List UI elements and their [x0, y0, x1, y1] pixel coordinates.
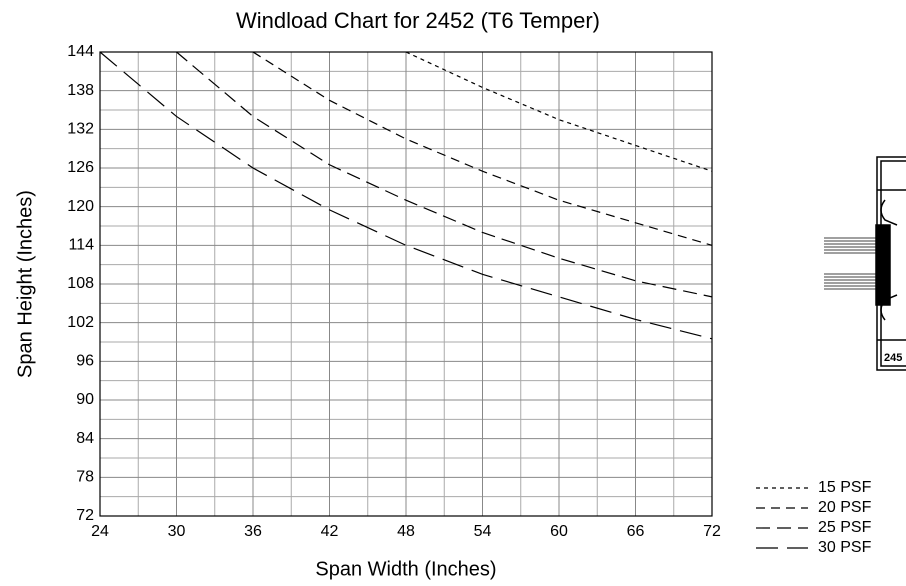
x-tick-label: 72 [703, 523, 721, 540]
y-axis-label: Span Height (Inches) [14, 190, 36, 378]
y-tick-label: 90 [76, 391, 94, 408]
x-tick-label: 24 [91, 523, 109, 540]
x-tick-label: 36 [244, 523, 262, 540]
y-tick-label: 114 [68, 237, 94, 254]
series-line [99, 51, 713, 340]
x-tick-label: 42 [321, 523, 339, 540]
chart-title: Windload Chart for 2452 (T6 Temper) [236, 8, 600, 33]
y-tick-label: 102 [67, 314, 94, 331]
legend-label: 30 PSF [818, 539, 872, 556]
y-tick-label: 126 [67, 159, 94, 176]
y-tick-label: 96 [76, 353, 94, 370]
x-tick-label: 66 [627, 523, 645, 540]
y-tick-label: 78 [76, 469, 94, 486]
profile-label: 245 [884, 352, 902, 364]
y-tick-label: 138 [67, 82, 94, 99]
x-tick-label: 48 [397, 523, 415, 540]
series-line [252, 51, 713, 246]
x-tick-label: 30 [168, 523, 186, 540]
y-tick-label: 72 [76, 507, 94, 524]
legend-label: 15 PSF [818, 479, 872, 496]
legend-label: 20 PSF [818, 499, 872, 516]
y-tick-label: 84 [76, 430, 94, 447]
x-tick-label: 60 [550, 523, 568, 540]
profile-drawing [824, 156, 906, 371]
y-tick-label: 108 [67, 275, 94, 292]
series-line [405, 51, 713, 172]
x-tick-label: 54 [474, 523, 492, 540]
series-line [176, 51, 713, 298]
legend-label: 25 PSF [818, 519, 872, 536]
y-tick-label: 132 [67, 121, 94, 138]
x-axis-label: Span Width (Inches) [315, 558, 496, 580]
y-tick-label: 120 [67, 198, 94, 215]
y-tick-label: 144 [67, 43, 94, 60]
